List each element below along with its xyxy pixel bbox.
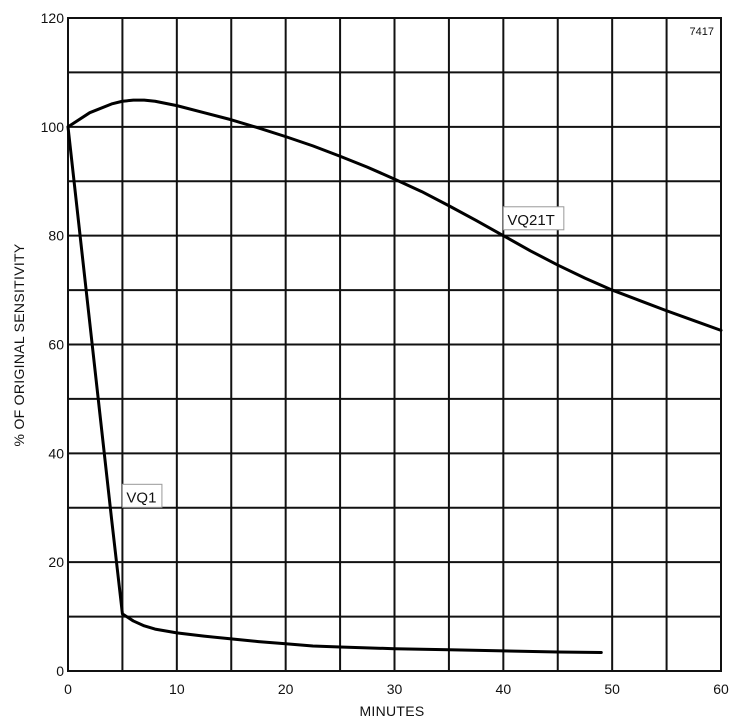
x-tick-label: 40 <box>496 681 512 697</box>
x-tick-label: 10 <box>169 681 185 697</box>
x-tick-label: 20 <box>278 681 294 697</box>
y-tick-label: 80 <box>48 228 64 244</box>
svg-text:VQ21T: VQ21T <box>507 212 555 229</box>
grid-lines <box>67 17 722 672</box>
plot-frame <box>67 17 722 672</box>
y-tick-label: 0 <box>56 663 64 679</box>
y-tick-label: 60 <box>48 337 64 353</box>
series-label-vq21t: VQ21T <box>502 206 565 231</box>
figure-code: 7417 <box>690 26 714 38</box>
y-tick-label: 100 <box>41 119 65 135</box>
series-line-vq1 <box>66 125 603 654</box>
x-tick-label: 50 <box>604 681 620 697</box>
y-tick-label: 40 <box>48 445 64 461</box>
y-axis-title: % OF ORIGINAL SENSITIVITY <box>11 243 27 446</box>
x-axis-ticks: 0 10 20 30 40 50 60 <box>64 681 729 697</box>
x-tick-label: 30 <box>387 681 403 697</box>
series-lines <box>66 98 723 654</box>
svg-text:VQ1: VQ1 <box>126 489 156 506</box>
x-axis-title: MINUTES <box>359 703 424 718</box>
y-axis-ticks: 0 20 40 60 80 100 120 <box>41 10 65 679</box>
x-tick-label: 60 <box>713 681 729 697</box>
series-labels: VQ21T VQ1 <box>121 206 565 508</box>
series-line-vq21t <box>66 98 723 332</box>
y-tick-label: 20 <box>48 554 64 570</box>
x-tick-label: 0 <box>64 681 72 697</box>
series-label-vq1: VQ1 <box>121 483 163 508</box>
y-tick-label: 120 <box>41 10 65 26</box>
